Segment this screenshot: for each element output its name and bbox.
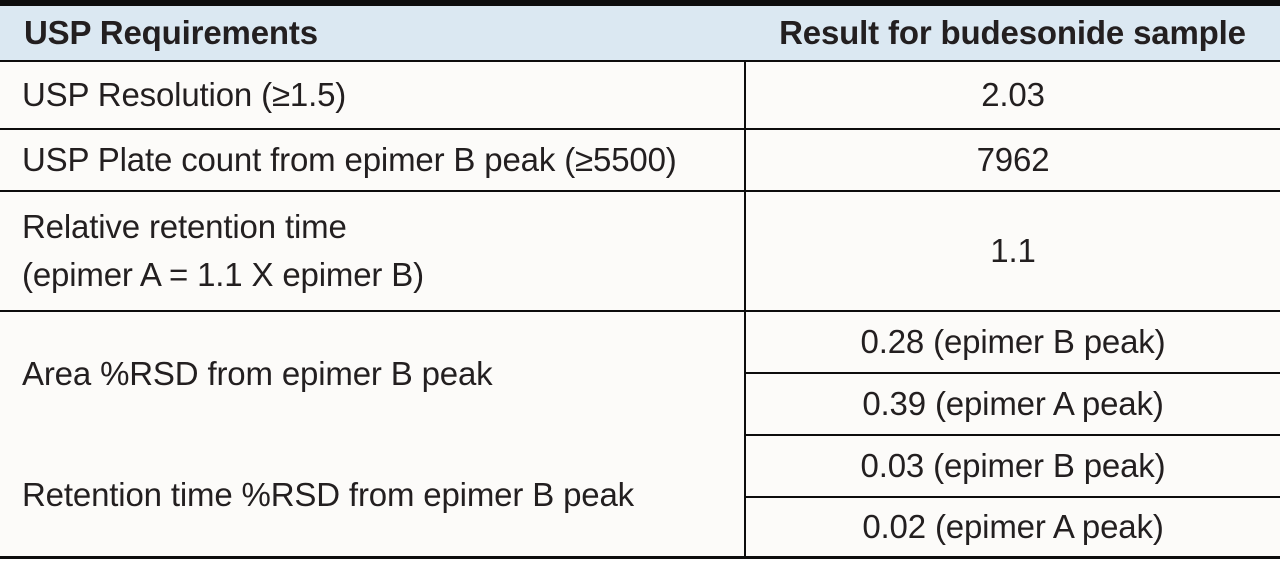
usp-results-table: USP Requirements Result for budesonide s… [0, 0, 1280, 559]
requirement-cell: Retention time %RSD from epimer B peak [0, 435, 746, 557]
table-header-row: USP Requirements Result for budesonide s… [0, 3, 1280, 62]
requirement-cell: USP Resolution (≥1.5) [0, 61, 746, 130]
requirement-cell: USP Plate count from epimer B peak (≥550… [0, 129, 746, 192]
table-row-area-rsd-continued: 0.39 (epimer A peak) [0, 373, 1280, 436]
usp-results-table-container: USP Requirements Result for budesonide s… [0, 0, 1280, 559]
table-row-relative-retention-time: Relative retention time (epimer A = 1.1 … [0, 191, 1280, 312]
result-cell-epimer-a: 0.39 (epimer A peak) [745, 373, 1280, 436]
result-cell-epimer-a: 0.02 (epimer A peak) [862, 507, 1164, 545]
result-cell: 7962 [745, 129, 1280, 192]
table-row-area-rsd: Area %RSD from epimer B peak 0.28 (epime… [0, 311, 1280, 435]
result-cell: 1.1 [745, 191, 1280, 312]
requirement-cell: Area %RSD from epimer B peak [0, 311, 746, 435]
column-header-result: Result for budesonide sample [745, 3, 1280, 62]
column-header-usp-requirements: USP Requirements [0, 3, 745, 62]
table-row-retention-time-rsd: Retention time %RSD from epimer B peak 0… [0, 435, 1280, 557]
table-row-plate-count: USP Plate count from epimer B peak (≥550… [0, 129, 1280, 192]
result-cell: 2.03 [745, 61, 1280, 130]
table-row-resolution: USP Resolution (≥1.5) 2.03 [0, 61, 1280, 130]
result-cell-epimer-b: 0.28 (epimer B peak) [745, 311, 1280, 374]
result-cell-epimer-b: 0.03 (epimer B peak) [745, 435, 1280, 498]
table-row-retention-time-rsd-continued: 0.02 (epimer A peak) [0, 497, 1280, 557]
requirement-cell: Relative retention time (epimer A = 1.1 … [0, 191, 746, 312]
